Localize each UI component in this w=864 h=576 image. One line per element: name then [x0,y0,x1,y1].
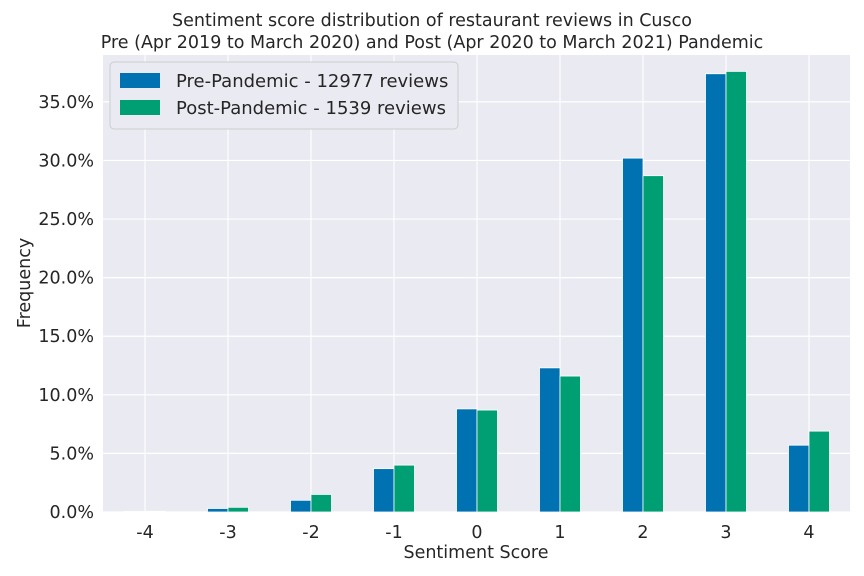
legend-box [109,61,459,130]
bar [144,510,166,513]
bar [705,73,727,513]
x-tick-label: -2 [302,523,319,543]
y-tick-label: 0.0% [50,503,94,523]
bar [456,408,478,513]
bar [373,468,395,513]
bar [788,444,810,513]
bar [725,71,747,513]
legend-swatch [120,73,160,88]
bar [310,494,332,513]
bar [622,157,644,513]
bar [642,175,664,513]
legend-swatch [120,100,160,115]
y-tick-label: 30.0% [38,151,94,171]
y-tick-label: 35.0% [38,93,94,113]
x-tick-label: 3 [720,523,731,543]
x-axis-label: Sentiment Score [403,543,548,563]
bar [207,508,229,513]
legend-label: Pre-Pandemic - 12977 reviews [176,71,448,92]
bar [559,375,581,513]
y-tick-label: 15.0% [38,327,94,347]
x-tick-label: 0 [471,523,482,543]
x-tick-label: -4 [136,523,153,543]
bar [393,464,415,513]
bar [539,367,561,513]
bar [808,430,830,513]
legend: Pre-Pandemic - 12977 reviews Post-Pandemi… [109,61,459,130]
x-tick-label: 4 [803,523,814,543]
y-tick-label: 25.0% [38,210,94,230]
y-tick-label: 5.0% [50,444,94,464]
bar [227,506,249,513]
x-tick-label: 2 [637,523,648,543]
y-tick-label: 10.0% [38,386,94,406]
bars [124,71,830,513]
x-tick-label: -1 [385,523,402,543]
x-tick-label: 1 [554,523,565,543]
bar [476,409,498,513]
y-tick-label: 20.0% [38,269,94,289]
bar [124,511,146,513]
y-axis-label: Frequency [15,238,35,328]
chart-subtitle: Pre (Apr 2019 to March 2020) and Post (A… [100,33,764,53]
legend-label: Post-Pandemic - 1539 reviews [176,98,446,119]
x-tick-label: -3 [219,523,236,543]
tick-labels: 0.0% 5.0% 10.0% 15.0% 20.0% 25.0% 30.0% 35.0% -4… [38,93,814,543]
bar [290,499,312,513]
chart-title: Sentiment score distribution of restaura… [172,11,692,31]
